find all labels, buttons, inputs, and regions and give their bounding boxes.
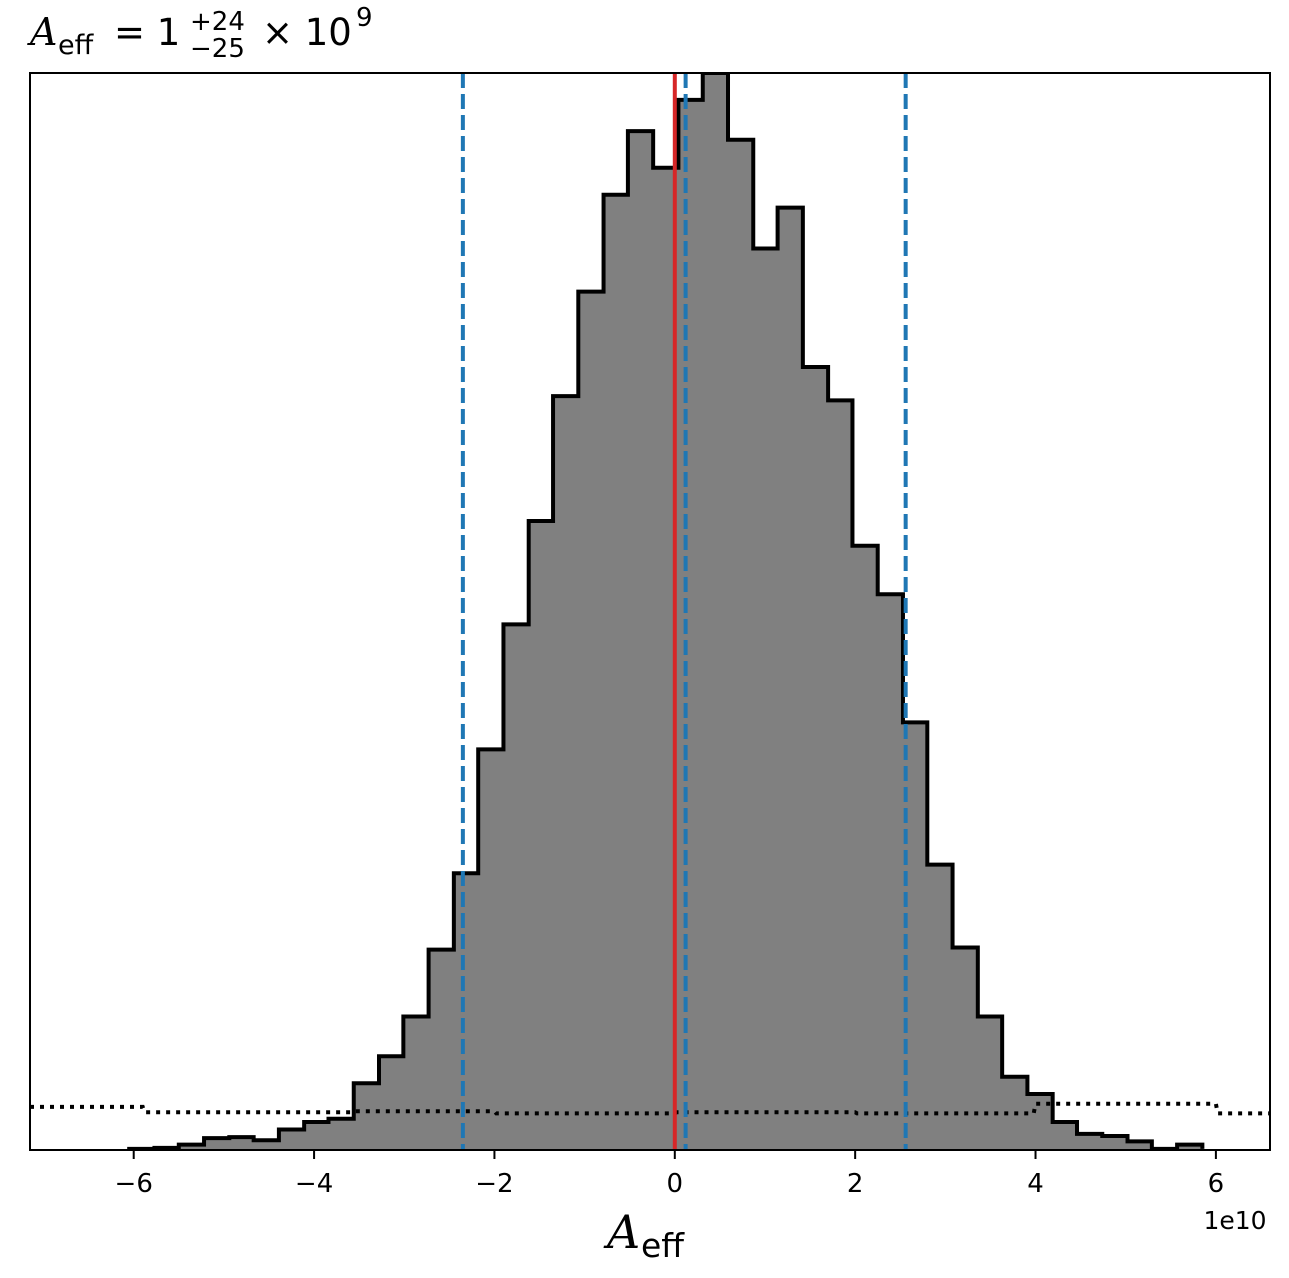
histogram-bar	[927, 864, 954, 1150]
histogram-bar	[777, 207, 804, 1150]
histogram-bar	[578, 291, 605, 1150]
histogram-bar	[204, 1138, 230, 1150]
histogram-outline	[127, 73, 1205, 1150]
histogram-bar	[253, 1140, 280, 1150]
plot-frame	[29, 72, 1271, 1151]
histogram-bar	[753, 248, 779, 1150]
histogram-bar	[952, 947, 979, 1150]
histogram-bar	[403, 1016, 430, 1150]
histogram-bar	[428, 949, 455, 1150]
histogram-bar	[178, 1144, 205, 1150]
title-scale: × 10	[262, 11, 352, 54]
x-axis-label: A eff	[603, 1205, 685, 1265]
histogram-bar	[852, 545, 879, 1150]
x-tick-label: 0	[667, 1169, 684, 1199]
histogram-bar	[702, 73, 729, 1150]
histogram-bar	[553, 396, 579, 1150]
x-offset-label: 1e10	[1203, 1206, 1266, 1235]
title-lower-error: −25	[190, 34, 245, 64]
x-axis-label-symbol: A	[603, 1205, 640, 1259]
x-tick-label: −2	[475, 1169, 513, 1199]
x-tick-label: 2	[847, 1169, 864, 1199]
histogram-bar	[503, 624, 530, 1150]
histogram-bar	[478, 749, 504, 1150]
histogram-bar	[1127, 1141, 1153, 1150]
x-tick-label: −4	[295, 1169, 333, 1199]
histogram-bar	[453, 873, 479, 1150]
histogram-bar	[1052, 1121, 1078, 1150]
histogram-bar	[328, 1118, 355, 1150]
histogram-bar	[603, 194, 629, 1150]
histogram-bar	[1077, 1133, 1103, 1150]
chart-title: A eff = 1 +24 −25 × 10 9	[27, 3, 373, 64]
x-tick-label: −6	[115, 1169, 153, 1199]
plot-area	[29, 72, 1271, 1151]
histogram-bar	[1102, 1135, 1129, 1150]
histogram-bar	[877, 594, 904, 1150]
title-upper-error: +24	[190, 7, 245, 37]
histogram-bar	[353, 1083, 380, 1150]
histogram-bar	[802, 367, 829, 1150]
x-axis-label-sub: eff	[641, 1226, 685, 1265]
x-tick-label: 6	[1208, 1169, 1225, 1199]
histogram-bar	[304, 1121, 330, 1150]
histogram-bar	[728, 139, 754, 1150]
histogram-bar	[528, 521, 554, 1150]
histogram-bar	[1177, 1144, 1203, 1150]
x-axis: −6 −4 −2 0 2 4 6	[115, 1150, 1225, 1199]
histogram-bar	[828, 400, 853, 1150]
histogram-bar	[678, 99, 704, 1150]
title-symbol: A	[27, 10, 57, 54]
histogram-bar	[278, 1129, 305, 1150]
histogram-bar	[379, 1056, 404, 1150]
plot-inner	[30, 73, 1270, 1150]
histogram-bar	[229, 1137, 255, 1150]
histogram-bar	[627, 131, 654, 1150]
title-symbol-sub: eff	[58, 30, 95, 61]
title-equals: = 1	[114, 11, 180, 54]
x-tick-label: 4	[1027, 1169, 1044, 1199]
title-exponent: 9	[356, 3, 373, 33]
histogram-bar	[977, 1016, 1003, 1150]
